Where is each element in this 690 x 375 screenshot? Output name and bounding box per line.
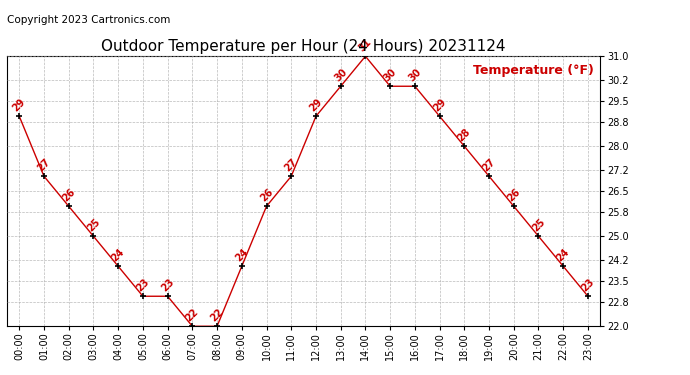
Text: 26: 26 xyxy=(61,187,77,204)
Text: 29: 29 xyxy=(431,97,448,114)
Text: 27: 27 xyxy=(283,157,299,174)
Text: 30: 30 xyxy=(333,67,349,84)
Text: 24: 24 xyxy=(110,247,126,264)
Text: 24: 24 xyxy=(555,247,571,264)
Text: 30: 30 xyxy=(382,67,398,84)
Text: 31: 31 xyxy=(357,37,374,54)
Text: 23: 23 xyxy=(159,277,176,294)
Text: 27: 27 xyxy=(36,157,52,174)
Text: 24: 24 xyxy=(233,247,250,264)
Text: 29: 29 xyxy=(11,97,28,114)
Text: Copyright 2023 Cartronics.com: Copyright 2023 Cartronics.com xyxy=(7,15,170,25)
Text: 23: 23 xyxy=(580,277,596,294)
Text: 26: 26 xyxy=(506,187,522,204)
Text: 22: 22 xyxy=(209,307,226,324)
Text: 25: 25 xyxy=(530,217,546,234)
Text: 29: 29 xyxy=(308,97,324,114)
Text: 23: 23 xyxy=(135,277,151,294)
Title: Outdoor Temperature per Hour (24 Hours) 20231124: Outdoor Temperature per Hour (24 Hours) … xyxy=(101,39,506,54)
Text: 25: 25 xyxy=(85,217,101,234)
Text: 22: 22 xyxy=(184,307,201,324)
Text: Temperature (°F): Temperature (°F) xyxy=(473,64,594,77)
Text: 26: 26 xyxy=(258,187,275,204)
Text: 28: 28 xyxy=(456,127,473,144)
Text: 30: 30 xyxy=(406,67,423,84)
Text: 27: 27 xyxy=(481,157,497,174)
